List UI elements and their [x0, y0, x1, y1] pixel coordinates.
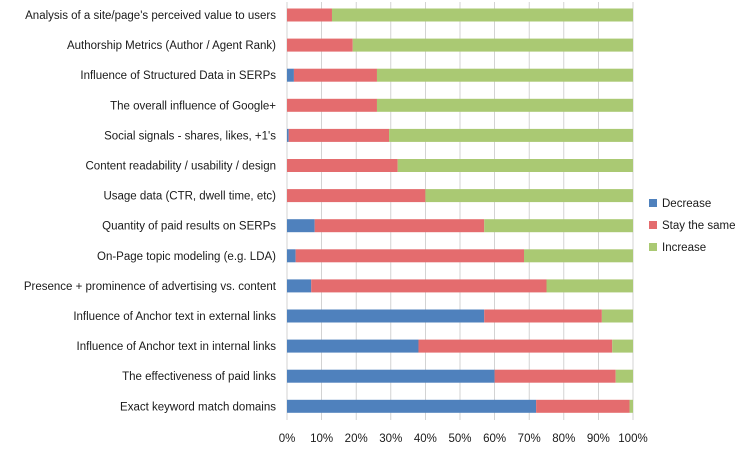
bar-increase: [425, 189, 633, 203]
bar-stay-the-same: [287, 159, 398, 172]
bar-stay-the-same: [287, 38, 353, 52]
bar-stay-the-same: [287, 189, 426, 203]
category-label: Influence of Structured Data in SERPs: [80, 70, 276, 82]
bar-decrease: [287, 128, 289, 142]
bar-stay-the-same: [293, 68, 377, 82]
bar-stay-the-same: [287, 8, 332, 22]
bar-increase: [546, 279, 633, 293]
bar-increase: [376, 68, 633, 82]
category-label: On-Page topic modeling (e.g. LDA): [97, 251, 276, 263]
category-label: Social signals - shares, likes, +1's: [104, 130, 276, 142]
x-tick-label: 70%: [518, 433, 541, 445]
category-label: Usage data (CTR, dwell time, etc): [103, 191, 276, 203]
category-label: Quantity of paid results on SERPs: [102, 221, 276, 233]
bar-stay-the-same: [311, 279, 547, 293]
bar-increase: [612, 339, 633, 353]
bar-stay-the-same: [418, 339, 613, 353]
bars: [287, 8, 633, 413]
legend-label: Increase: [662, 242, 706, 254]
category-label: Presence + prominence of advertising vs.…: [24, 281, 277, 293]
bar-increase: [376, 98, 633, 112]
bar-decrease: [287, 369, 495, 383]
bar-increase: [331, 8, 633, 22]
bar-stay-the-same: [484, 309, 602, 323]
bar-increase: [524, 249, 633, 263]
bar-increase: [389, 128, 633, 142]
bar-increase: [601, 309, 633, 323]
category-label: Exact keyword match domains: [120, 401, 276, 413]
bar-increase: [397, 159, 633, 172]
category-labels: Analysis of a site/page's perceived valu…: [24, 10, 277, 413]
x-tick-label: 50%: [448, 433, 471, 445]
x-tick-label: 100%: [618, 433, 647, 445]
legend: Decrease Stay the same Increase: [649, 198, 736, 254]
legend-label: Decrease: [662, 198, 711, 210]
category-label: Analysis of a site/page's perceived valu…: [25, 10, 276, 22]
bar-increase: [484, 219, 633, 233]
x-tick-label: 20%: [345, 433, 368, 445]
category-label: The effectiveness of paid links: [122, 371, 276, 383]
x-tick-label: 0%: [279, 433, 296, 445]
x-axis-ticks: 0% 10% 20% 30% 40% 50% 60% 70% 80% 90% 100%: [279, 433, 648, 445]
x-tick-label: 80%: [552, 433, 575, 445]
legend-label: Stay the same: [662, 220, 736, 232]
x-tick-label: 90%: [587, 433, 610, 445]
bar-stay-the-same: [494, 369, 616, 383]
bar-decrease: [287, 219, 315, 233]
category-label: Content readability / usability / design: [86, 161, 277, 173]
category-label: Influence of Anchor text in internal lin…: [77, 341, 277, 353]
category-label: The overall influence of Google+: [110, 100, 276, 112]
bar-stay-the-same: [295, 249, 525, 263]
bar-stay-the-same: [287, 98, 377, 112]
x-tick-label: 30%: [379, 433, 402, 445]
bar-decrease: [287, 309, 485, 323]
category-label: Influence of Anchor text in external lin…: [73, 311, 276, 323]
bar-stay-the-same: [314, 219, 485, 233]
bar-decrease: [287, 68, 294, 82]
bar-decrease: [287, 279, 312, 293]
category-label: Authorship Metrics (Author / Agent Rank): [67, 40, 276, 52]
legend-swatch: [649, 199, 657, 207]
x-tick-label: 40%: [414, 433, 437, 445]
bar-stay-the-same: [288, 128, 390, 142]
bar-increase: [352, 38, 633, 52]
bar-decrease: [287, 249, 296, 263]
legend-swatch: [649, 243, 657, 251]
bar-decrease: [287, 399, 537, 413]
gridlines: [286, 2, 634, 420]
bar-increase: [615, 369, 633, 383]
x-tick-label: 10%: [310, 433, 333, 445]
bar-stay-the-same: [536, 399, 630, 413]
bar-decrease: [287, 339, 419, 353]
bar-increase: [629, 399, 633, 413]
x-tick-label: 60%: [483, 433, 506, 445]
legend-swatch: [649, 221, 657, 229]
